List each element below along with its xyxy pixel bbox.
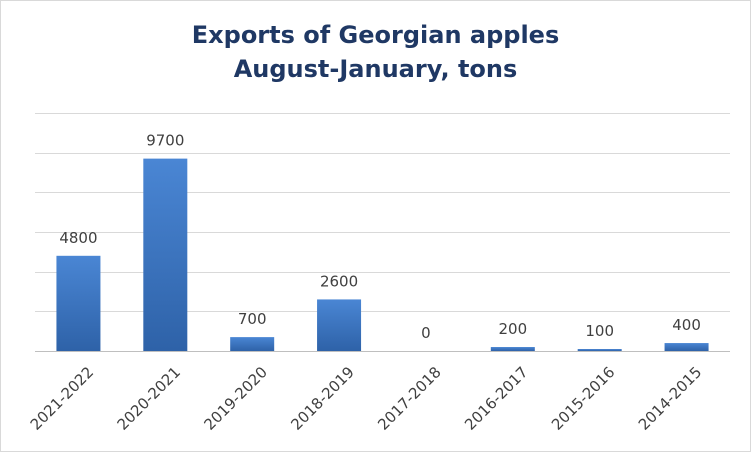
data-label: 0 — [421, 324, 431, 342]
chart-title-block: Exports of Georgian apples August-Januar… — [0, 18, 751, 86]
x-tick-label: 2014-2015 — [635, 363, 706, 434]
chart-title: Exports of Georgian apples — [191, 21, 560, 49]
x-tick-label: 2020-2021 — [114, 363, 185, 434]
bar-2015-2016 — [577, 349, 622, 351]
bar-2019-2020 — [230, 337, 275, 351]
bar-2018-2019 — [317, 299, 362, 351]
data-label: 700 — [238, 310, 267, 328]
bar-2020-2021 — [143, 158, 188, 351]
bar-2014-2015 — [664, 343, 709, 351]
x-tick-label: 2016-2017 — [461, 363, 532, 434]
bar-2021-2022 — [56, 255, 101, 351]
data-label: 200 — [498, 320, 527, 338]
x-tick-label: 2021-2022 — [27, 363, 98, 434]
gridlines — [35, 113, 730, 352]
data-label: 2600 — [320, 272, 358, 290]
chart-subtitle: August-January, tons — [233, 55, 518, 83]
x-tick-label: 2018-2019 — [287, 363, 358, 434]
x-tick-label: 2017-2018 — [374, 363, 445, 434]
data-label: 400 — [672, 316, 701, 334]
data-label: 4800 — [59, 229, 97, 247]
data-labels: 4800 9700 700 2600 0 200 100 400 — [59, 132, 701, 342]
x-tick-label: 2015-2016 — [548, 363, 619, 434]
bar-2016-2017 — [490, 347, 535, 351]
data-label: 9700 — [146, 132, 184, 150]
x-tick-label: 2019-2020 — [200, 363, 271, 434]
x-axis-tick-labels: 2021-2022 2020-2021 2019-2020 2018-2019 2017… — [27, 363, 706, 434]
bars — [56, 158, 709, 351]
data-label: 100 — [585, 322, 614, 340]
